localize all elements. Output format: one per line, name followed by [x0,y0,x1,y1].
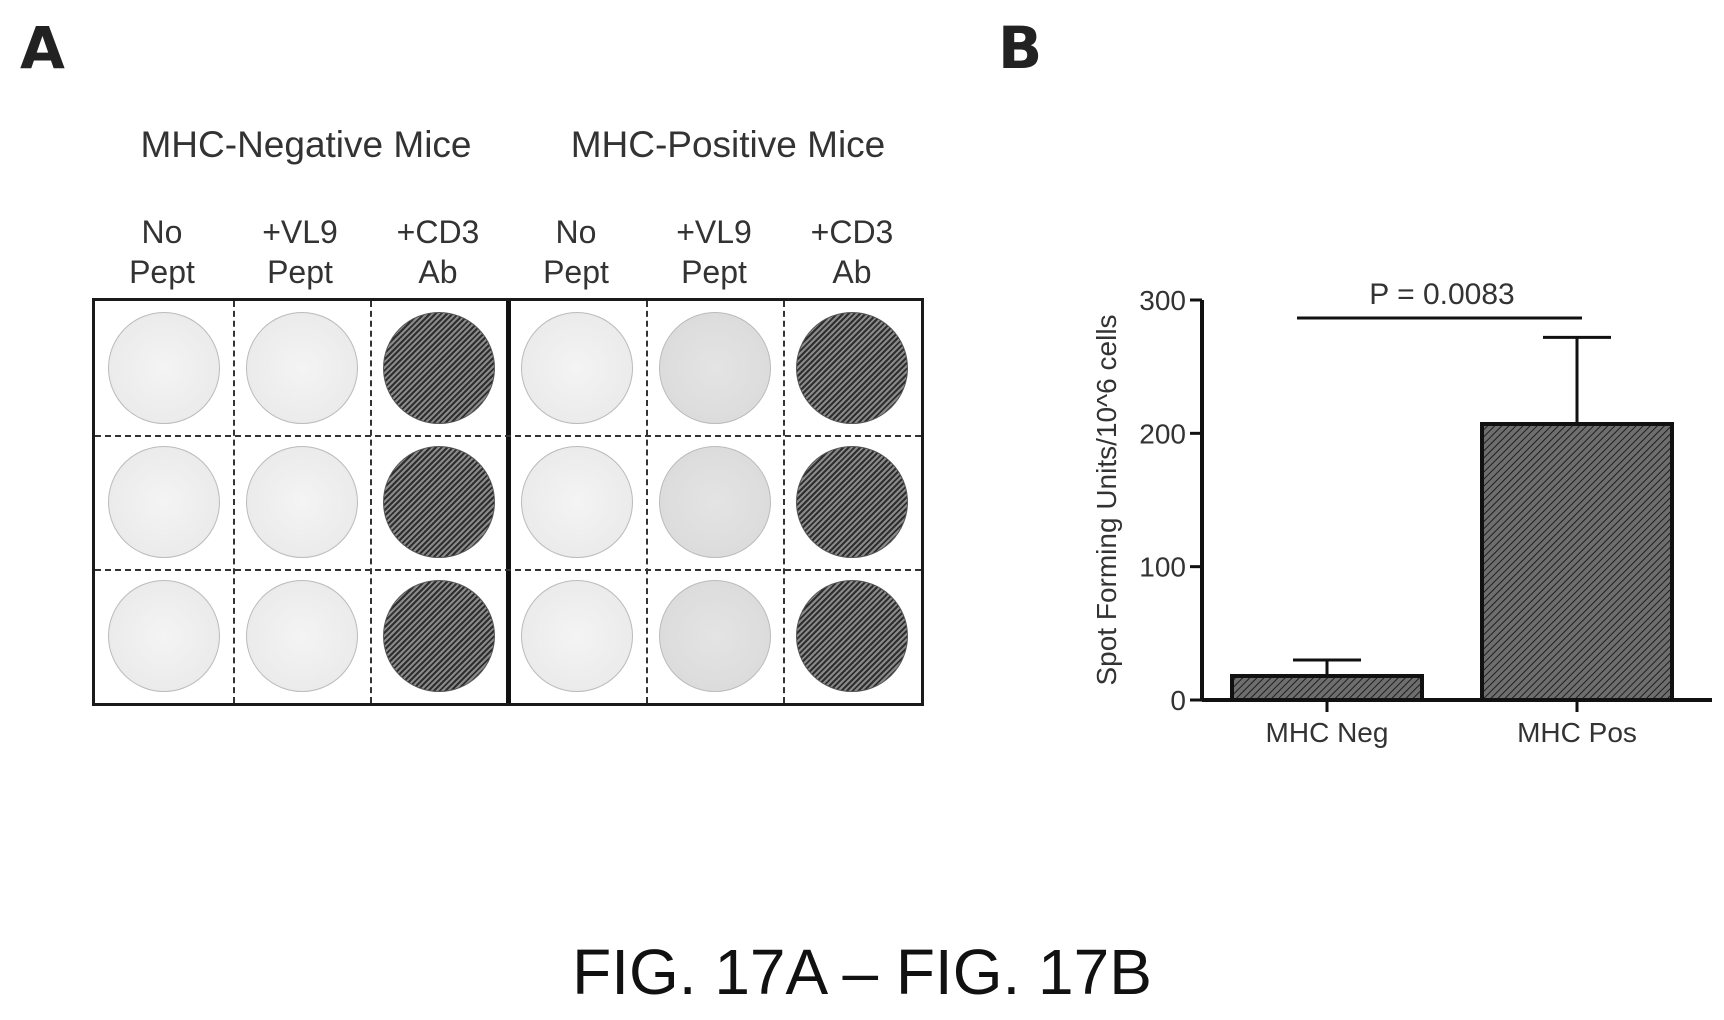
column-header-5: +VL9 Pept [644,212,784,292]
column-header-line2: Ab [832,254,872,290]
group-divider [506,301,511,703]
well [521,312,633,424]
well [383,312,495,424]
column-header-line1: +VL9 [676,214,752,250]
column-header-1: No Pept [92,212,232,292]
panel-label-a: A [20,14,65,82]
column-header-2: +VL9 Pept [230,212,370,292]
well [659,446,771,558]
well [246,580,358,692]
well [521,580,633,692]
elispot-plate [92,298,924,706]
plate-gridline-horizontal [95,435,921,437]
bar [1230,674,1424,702]
y-tick-label: 300 [1139,285,1186,316]
well [108,580,220,692]
well [246,446,358,558]
column-header-line2: Ab [418,254,458,290]
well [108,312,220,424]
well [659,580,771,692]
column-header-line1: +CD3 [396,214,480,250]
figure-title: FIG. 17A – FIG. 17B [572,936,1152,1008]
column-header-line1: +CD3 [810,214,894,250]
y-axis-label: Spot Forming Units/10^6 cells [1091,314,1122,685]
well [383,446,495,558]
panel-label-b: B [998,14,1043,82]
well [521,446,633,558]
bar-chart: 0 100 200 300 Spot Forming Units/10^6 cells M… [1091,278,1712,748]
column-header-4: No Pept [506,212,646,292]
column-header-line1: No [555,214,597,250]
y-tick-label: 200 [1139,418,1186,449]
y-tick-label: 0 [1170,685,1186,716]
column-header-line2: Pept [267,254,333,290]
p-value-label: P = 0.0083 [1369,278,1514,311]
x-tick-label: MHC Pos [1517,717,1637,748]
well [796,580,908,692]
column-header-line1: No [141,214,183,250]
well [383,580,495,692]
y-tick-label: 100 [1139,552,1186,583]
plate-gridline-vertical [783,301,785,703]
well [659,312,771,424]
plate-gridline-vertical [233,301,235,703]
column-header-line2: Pept [681,254,747,290]
group-title-mhc-positive: MHC-Positive Mice [570,124,886,165]
well [108,446,220,558]
column-header-6: +CD3 Ab [782,212,922,292]
plate-gridline-vertical [646,301,648,703]
well [796,446,908,558]
plate-gridline-vertical [370,301,372,703]
well [796,312,908,424]
well [246,312,358,424]
column-header-line2: Pept [543,254,609,290]
column-header-3: +CD3 Ab [368,212,508,292]
x-tick-label: MHC Neg [1266,717,1389,748]
group-title-mhc-negative: MHC-Negative Mice [140,124,472,165]
column-header-line1: +VL9 [262,214,338,250]
column-header-line2: Pept [129,254,195,290]
bar [1480,422,1674,702]
plate-gridline-horizontal [95,569,921,571]
